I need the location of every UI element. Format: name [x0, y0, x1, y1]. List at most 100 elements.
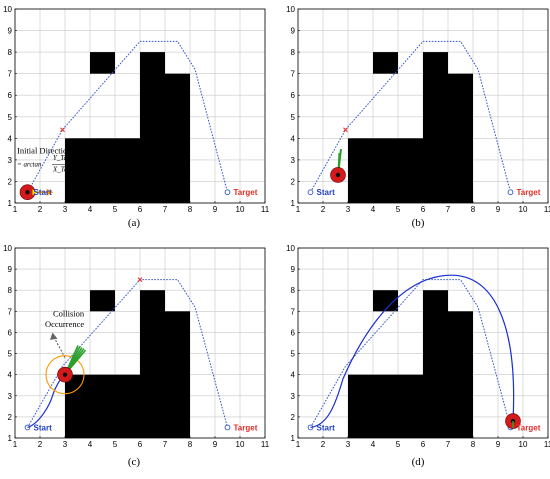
robot-center	[62, 372, 68, 377]
y-tick-label: 8	[291, 48, 296, 57]
y-tick-label: 2	[8, 413, 13, 422]
y-tick-label: 6	[8, 91, 13, 100]
robot-trajectory	[310, 274, 515, 429]
x-tick-label: 11	[261, 205, 270, 214]
x-tick-label: 7	[446, 440, 451, 449]
annotation-line1: Collision	[53, 309, 85, 319]
x-tick-label: 4	[88, 440, 93, 449]
y-tick-label: 1	[291, 199, 296, 208]
obstacle-block	[448, 311, 473, 438]
x-tick-label: 1	[13, 440, 18, 449]
x-tick-label: 9	[213, 205, 218, 214]
obstacle-block	[373, 290, 398, 312]
initial-angle-annotation: Initial Direction Angle = arctan Y_Target …	[17, 145, 109, 173]
y-tick-label: 4	[291, 134, 296, 143]
target-marker	[507, 189, 514, 196]
x-tick-label: 9	[496, 205, 501, 214]
y-tick-label: 1	[8, 434, 13, 443]
x-tick-label: 5	[396, 205, 401, 214]
start-marker	[307, 189, 314, 196]
robot-center	[25, 190, 30, 195]
y-tick-label: 10	[286, 5, 295, 14]
x-tick-label: 5	[113, 440, 118, 449]
y-tick-label: 8	[8, 286, 13, 295]
target-label: Target	[234, 188, 258, 197]
x-tick-label: 2	[38, 440, 43, 449]
collision-arrowhead	[50, 332, 58, 340]
x-tick-label: 1	[296, 205, 301, 214]
y-tick-label: 8	[291, 286, 296, 295]
y-tick-label: 8	[8, 48, 13, 57]
x-tick-label: 10	[519, 205, 528, 214]
y-tick-label: 5	[291, 113, 296, 122]
obstacle-block	[448, 73, 473, 204]
obstacle-block	[165, 311, 190, 438]
x-tick-label: 7	[163, 205, 168, 214]
x-tick-label: 9	[496, 440, 501, 449]
x-tick-label: 2	[321, 205, 326, 214]
initial-direction-arrowhead	[46, 188, 54, 196]
y-tick-label: 5	[8, 113, 13, 122]
x-tick-label: 9	[213, 440, 218, 449]
obstacle-block	[423, 290, 448, 438]
y-tick-label: 4	[291, 371, 296, 380]
x-tick-label: 11	[544, 440, 550, 449]
y-tick-label: 2	[291, 177, 296, 186]
panel-caption: (b)	[412, 217, 425, 229]
start-label: Start	[34, 188, 53, 197]
x-tick-label: 11	[261, 440, 270, 449]
waypoint-marker	[343, 127, 348, 133]
target-marker	[224, 424, 231, 431]
global-path	[310, 279, 511, 428]
y-tick-label: 7	[291, 307, 296, 316]
collision-radius-circle	[45, 355, 85, 395]
obstacle-block	[348, 138, 423, 203]
y-tick-label: 4	[8, 134, 13, 143]
x-tick-label: 8	[188, 205, 193, 214]
x-tick-label: 1	[13, 205, 18, 214]
y-tick-label: 1	[8, 199, 13, 208]
x-tick-label: 6	[138, 440, 143, 449]
collision-arrow	[53, 336, 66, 359]
y-tick-label: 3	[8, 156, 13, 165]
y-tick-label: 10	[286, 244, 295, 253]
x-tick-label: 10	[236, 205, 245, 214]
y-tick-label: 5	[291, 350, 296, 359]
y-tick-label: 9	[8, 265, 13, 274]
obstacle-block	[65, 374, 140, 438]
y-tick-label: 6	[291, 91, 296, 100]
target-marker	[224, 189, 231, 196]
y-tick-label: 9	[291, 27, 296, 36]
start-label: Start	[34, 423, 53, 432]
x-tick-label: 5	[396, 440, 401, 449]
y-tick-label: 4	[8, 371, 13, 380]
start-label: Start	[317, 188, 336, 197]
x-tick-label: 7	[163, 440, 168, 449]
x-tick-label: 10	[519, 440, 528, 449]
annotation-line2: Occurrence	[45, 319, 84, 329]
y-tick-label: 9	[291, 265, 296, 274]
robot-heading-pointer	[32, 189, 37, 196]
obstacle-block	[140, 52, 165, 203]
y-tick-label: 6	[291, 328, 296, 337]
y-tick-label: 2	[8, 177, 13, 186]
x-tick-label: 3	[346, 440, 351, 449]
x-tick-label: 8	[471, 440, 476, 449]
x-tick-label: 3	[346, 205, 351, 214]
waypoint-marker	[60, 127, 65, 133]
y-tick-label: 6	[8, 328, 13, 337]
y-tick-label: 7	[291, 70, 296, 79]
obstacle-block	[423, 52, 448, 203]
x-tick-label: 3	[63, 205, 68, 214]
x-tick-label: 4	[371, 440, 376, 449]
y-tick-label: 9	[8, 27, 13, 36]
panel-caption: (a)	[128, 217, 141, 229]
y-tick-label: 2	[291, 413, 296, 422]
x-tick-label: 2	[321, 440, 326, 449]
obstacle-block	[373, 52, 398, 74]
formula-numerator: Y_Target − Y_Start	[53, 154, 108, 162]
x-tick-label: 7	[446, 205, 451, 214]
